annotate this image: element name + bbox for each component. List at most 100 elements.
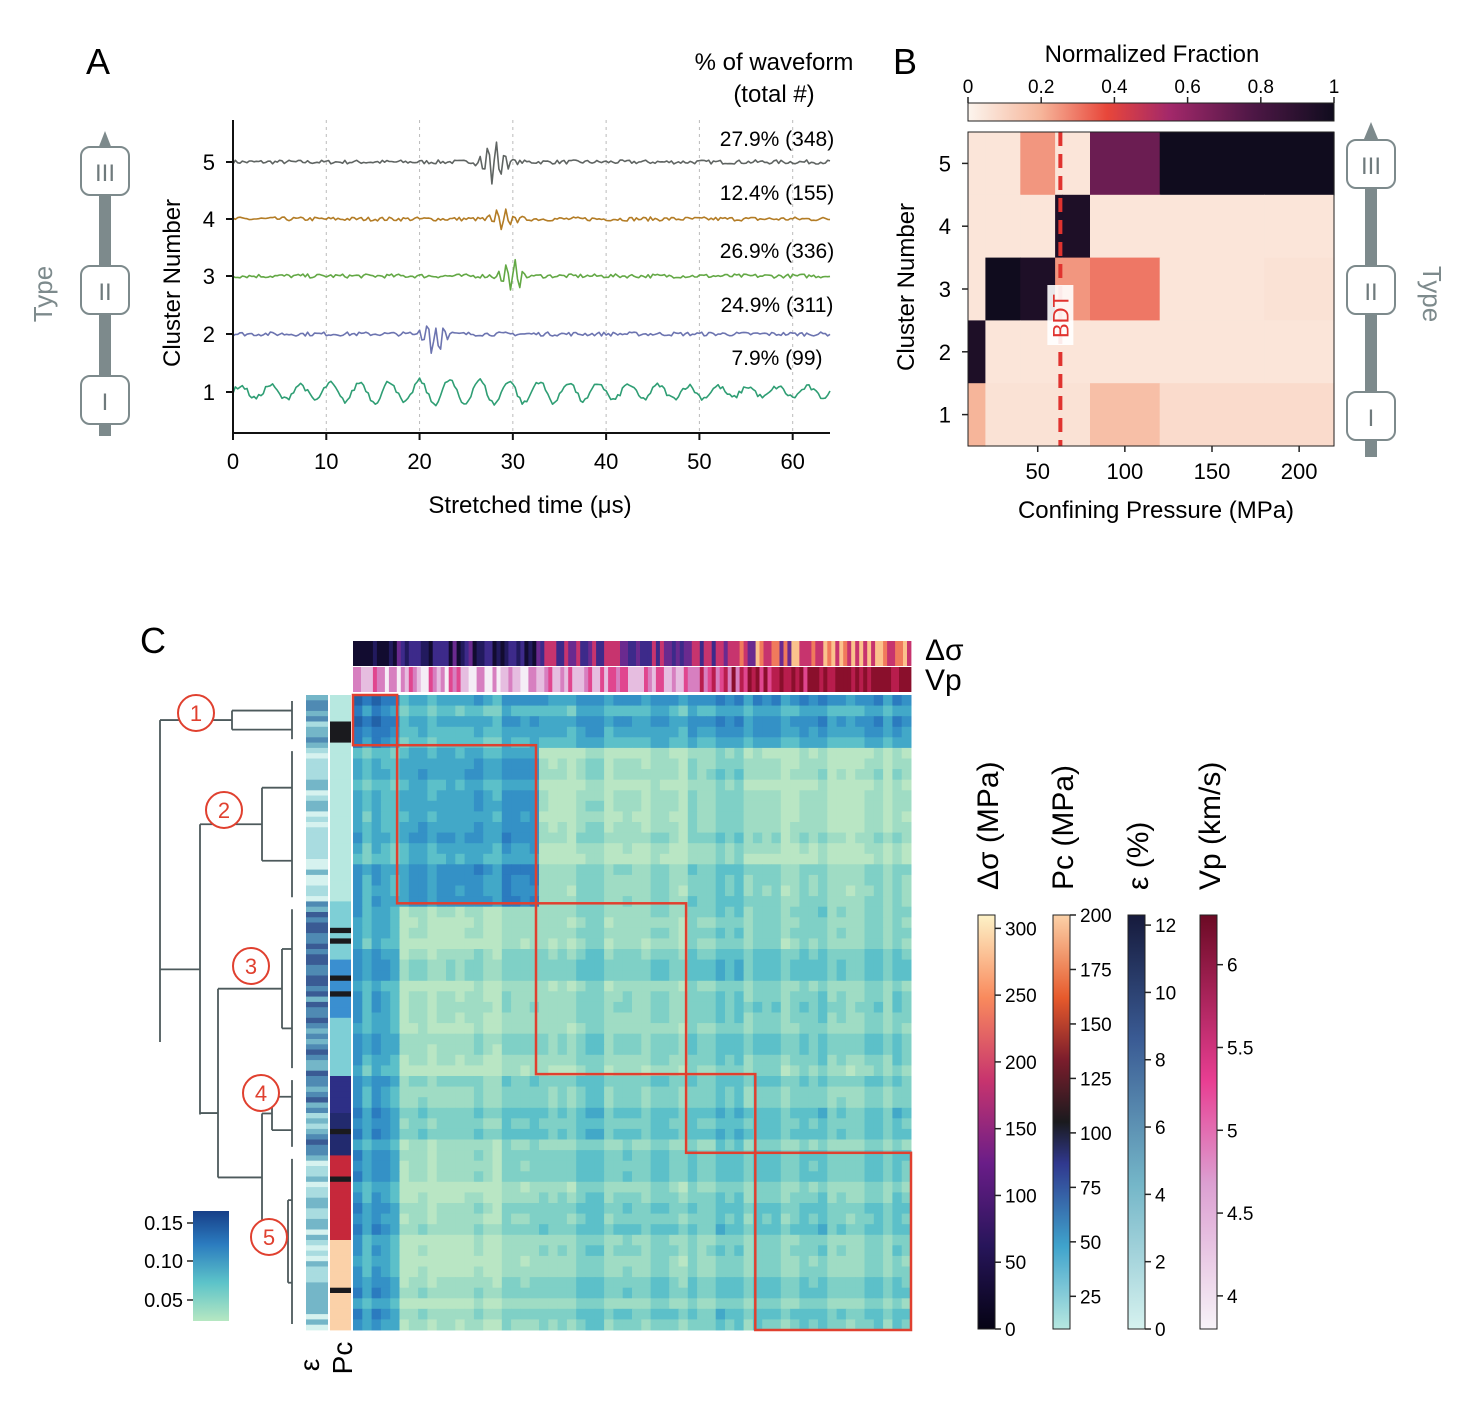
pc-bar-cell [330, 1266, 351, 1273]
matrix-cell [790, 1192, 800, 1204]
matrix-cell [743, 737, 754, 749]
matrix-cell [641, 1287, 652, 1299]
matrix-cell [752, 1086, 763, 1098]
matrix-cell [362, 1171, 373, 1183]
matrix-cell [446, 758, 456, 770]
matrix-cell [678, 1234, 689, 1246]
matrix-cell [427, 991, 438, 1003]
matrix-cell [613, 864, 624, 876]
matrix-cell [855, 800, 865, 812]
matrix-cell [446, 853, 456, 865]
matrix-cell [771, 779, 782, 791]
matrix-cell [632, 949, 642, 961]
ds-bar-cell [691, 641, 697, 666]
matrix-cell [539, 726, 549, 738]
matrix-cell [632, 1308, 642, 1320]
matrix-cell [836, 1181, 847, 1193]
matrix-cell [455, 1012, 466, 1024]
matrix-cell [650, 1044, 661, 1056]
matrix-cell [548, 832, 559, 844]
matrix-cell [873, 864, 884, 876]
matrix-cell [604, 1287, 614, 1299]
matrix-cell [706, 811, 717, 823]
vp-bar-cell [815, 667, 820, 692]
matrix-cell [566, 864, 577, 876]
matrix-cell [706, 927, 717, 939]
matrix-cell [641, 1245, 652, 1257]
eps-bar-cell [306, 843, 328, 849]
matrix-cell [678, 1012, 689, 1024]
matrix-cell [455, 716, 466, 728]
ds-bar-cell [863, 641, 868, 666]
matrix-cell [566, 885, 577, 897]
matrix-cell [353, 970, 363, 982]
eps-bar-cell [306, 705, 328, 712]
matrix-cell [864, 864, 875, 876]
matrix-cell [725, 1171, 735, 1183]
vp-bar-cell [612, 667, 617, 692]
matrix-cell [632, 1023, 642, 1035]
matrix-cell [715, 1086, 726, 1098]
matrix-cell [892, 1160, 903, 1172]
matrix-cell [446, 1266, 456, 1278]
matrix-cell [380, 832, 391, 844]
matrix-cell [371, 1224, 382, 1236]
matrix-cell [585, 1139, 596, 1151]
matrix-cell [566, 695, 577, 707]
matrix-cell [855, 1213, 865, 1225]
matrix-cell [380, 906, 391, 918]
matrix-cell [650, 811, 661, 823]
eps-bar-cell [306, 1123, 328, 1130]
matrix-cell [464, 1118, 475, 1130]
matrix-cell [585, 1033, 596, 1045]
matrix-cell [464, 927, 475, 939]
eps-bar-cell [306, 986, 328, 992]
matrix-cell [818, 1012, 828, 1024]
matrix-cell [752, 1128, 763, 1140]
matrix-cell [446, 980, 456, 992]
matrix-cell [446, 790, 456, 802]
matrix-cell [641, 949, 652, 961]
matrix-cell [836, 1255, 847, 1267]
matrix-cell [622, 790, 633, 802]
matrix-cell [353, 980, 363, 992]
matrix-cell [446, 1192, 456, 1204]
matrix-cell [827, 853, 838, 865]
matrix-cell [353, 1181, 363, 1193]
matrix-cell [845, 1319, 856, 1331]
matrix-cell [836, 1001, 847, 1013]
matrix-cell [483, 695, 493, 707]
matrix-cell [622, 885, 633, 897]
matrix-cell [576, 991, 586, 1003]
matrix-cell [548, 1139, 559, 1151]
cb-tick-label-0.2: 0.2 [1028, 77, 1054, 98]
matrix-cell [873, 980, 884, 992]
matrix-cell [873, 1213, 884, 1225]
matrix-cell [566, 1234, 577, 1246]
ds-bar-cell [859, 641, 864, 666]
matrix-cell [576, 1298, 586, 1310]
matrix-cell [799, 822, 810, 834]
matrix-cell [622, 779, 633, 791]
matrix-cell [436, 779, 447, 791]
matrix-cell [399, 917, 410, 929]
vp-bar-cell [883, 667, 888, 692]
matrix-cell [706, 1160, 717, 1172]
pc-bar-cell [330, 769, 351, 775]
matrix-cell [371, 1033, 382, 1045]
matrix-cell [418, 1181, 428, 1193]
matrix-cell [901, 1076, 912, 1088]
matrix-cell [715, 970, 726, 982]
matrix-cell [604, 927, 614, 939]
matrix-cell [864, 1266, 875, 1278]
matrix-cell [901, 1181, 912, 1193]
matrix-cell [399, 1076, 410, 1088]
ds-bar-cell [576, 641, 581, 666]
vp-bar-cell [440, 667, 446, 692]
matrix-cell [659, 874, 670, 886]
matrix-cell [845, 843, 856, 855]
matrix-cell [697, 737, 707, 749]
matrix-cell [892, 800, 903, 812]
matrix-cell [455, 917, 466, 929]
matrix-cell [566, 991, 577, 1003]
